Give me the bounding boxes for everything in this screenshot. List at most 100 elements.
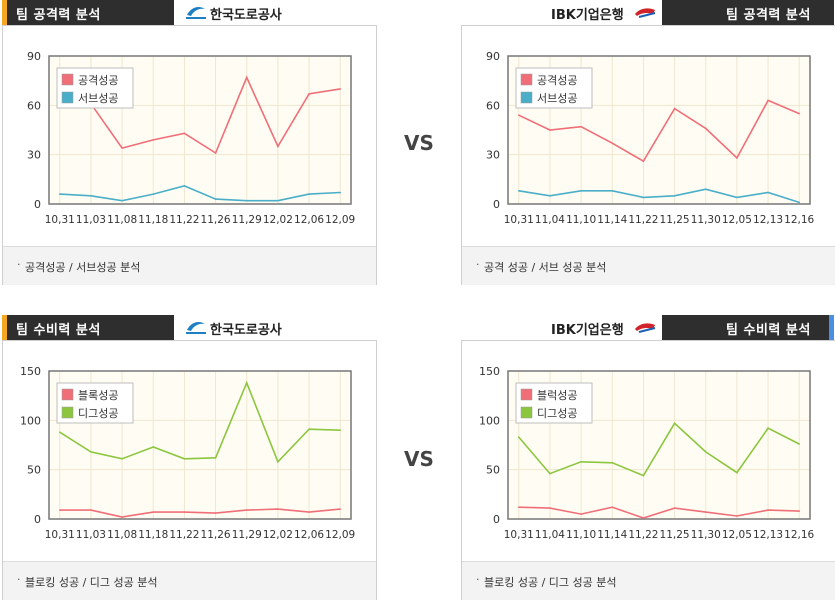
y-tick-label: 0 [493,513,500,526]
data-point [277,460,279,463]
series-line [518,99,800,163]
data-point [767,191,769,194]
data-point [517,436,520,438]
series-line [59,75,341,155]
team-logo-icon [186,7,206,19]
data-point [152,446,155,448]
data-point [611,461,614,464]
team-name: IBK기업은행 [551,8,624,23]
data-point [798,443,801,445]
data-point [549,194,551,197]
plot-frame [48,370,352,520]
legend-swatch [61,91,74,104]
x-tick-label: 12,16 [784,214,814,226]
data-point [736,196,738,199]
chart-box: 0 30 60 90 10,31 11,03 11,08 11,18 11,22 11,26 11,… [2,25,377,285]
data-point [642,196,645,199]
plot-frame [507,370,811,520]
legend-label: 서브성공 [537,92,577,105]
x-tick-label: 11,29 [232,529,262,541]
data-point [308,428,310,431]
x-tick-label: 11,22 [628,214,658,226]
plot-frame [507,55,811,205]
data-point [121,516,123,518]
data-point [58,509,61,511]
data-point [245,382,248,384]
x-tick-label: 11,22 [628,529,658,541]
data-point [245,76,248,79]
data-point [183,511,186,513]
x-tick-label: 12,02 [263,214,293,226]
defense-panel-away: IBK기업은행 팀 수비력 분석 0 50 100 150 10,31 11,04 11,1… [461,315,835,600]
data-point [152,511,155,513]
data-point [183,458,186,460]
y-tick-label: 150 [20,365,41,378]
data-point [673,422,676,425]
data-point [245,199,248,202]
data-point [339,429,342,431]
team-logo-icon [186,322,206,334]
bullet-icon: · [17,258,21,271]
x-tick-label: 11,04 [535,214,565,226]
x-tick-label: 10,31 [504,529,534,541]
data-point [580,190,582,192]
x-tick-label: 11,10 [566,529,596,541]
attack-panel-home: 팀 공격력 분석 한국도로공사 0 30 60 90 10,31 11,03 11,08 11… [2,0,377,285]
legend-swatch [61,388,74,401]
defense-panel-home: 팀 수비력 분석 한국도로공사 0 50 100 150 10,31 11,03 11,08… [2,315,377,600]
y-tick-label: 90 [486,50,500,63]
x-tick-label: 11,04 [535,529,565,541]
legend-label: 서브성공 [78,92,118,105]
data-point [245,509,248,511]
data-point [704,127,707,130]
x-tick-label: 11,25 [660,214,690,226]
x-tick-label: 11,03 [76,529,106,541]
legend-swatch [520,388,533,401]
x-tick-label: 11,14 [597,214,627,226]
legend-label: 블록성공 [78,389,118,402]
x-tick-label: 11,30 [691,214,721,226]
legend-label: 디그성공 [78,407,118,420]
data-point [736,157,738,159]
team-logo-icon [635,323,656,333]
data-point [580,513,582,515]
x-tick-label: 10,31 [45,214,75,226]
x-tick-label: 10,31 [504,214,534,226]
data-point [58,193,61,195]
line-chart: 0 30 60 90 10,31 11,03 11,08 11,18 11,22 11,26 11,… [27,50,355,226]
legend-label: 디그성공 [537,407,577,420]
data-point [580,125,582,128]
plot-frame [48,55,352,205]
data-point [90,451,92,453]
series-line [518,422,800,477]
panel-title-tab: 팀 수비력 분석 [2,315,174,340]
chart-footer: · 공격성공 / 서브성공 분석 [3,246,376,285]
data-point [517,114,520,116]
data-point [183,132,186,135]
data-point [642,517,645,519]
y-tick-label: 0 [34,198,41,211]
x-tick-label: 12,06 [294,529,324,541]
chart-box: 0 50 100 150 10,31 11,04 11,10 11,14 11,22 11,25 1… [461,340,835,600]
x-tick-label: 11,03 [76,214,106,226]
data-point [611,190,614,192]
x-tick-label: 11,25 [660,529,690,541]
x-tick-label: 11,08 [107,529,137,541]
data-point [549,507,551,509]
x-tick-label: 11,22 [169,529,199,541]
data-point [704,511,707,513]
legend-swatch [61,73,74,86]
y-tick-label: 30 [27,149,41,162]
y-tick-label: 0 [34,513,41,526]
data-point [767,99,769,102]
data-point [549,472,551,475]
accent-stripe [829,315,834,340]
data-point [214,198,217,200]
chart-footer: · 블로킹 성공 / 디그 성공 분석 [462,561,835,600]
data-point [339,191,342,194]
bullet-icon: · [476,573,480,586]
legend-swatch [61,406,74,419]
data-point [308,93,310,95]
data-point [277,508,279,510]
